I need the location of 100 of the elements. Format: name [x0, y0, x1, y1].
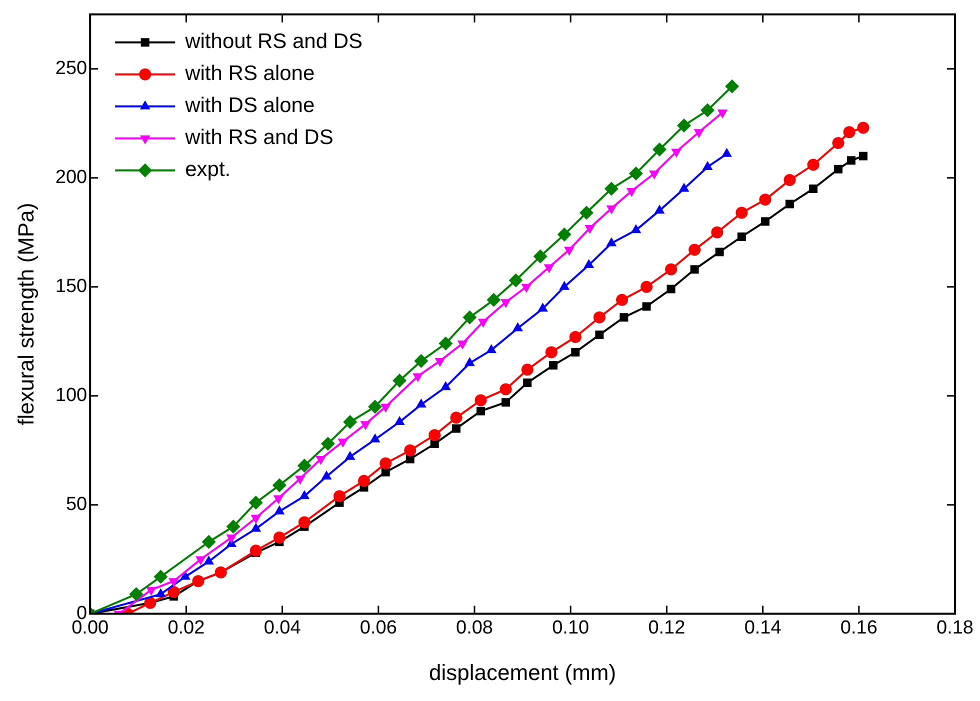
point [595, 330, 604, 340]
point [129, 587, 144, 602]
point [715, 248, 724, 256]
point [202, 534, 216, 549]
point [299, 490, 310, 500]
point [666, 284, 676, 294]
point [671, 148, 682, 158]
point [370, 433, 380, 442]
point [154, 570, 168, 584]
point [544, 264, 554, 274]
x-axis-title: displacement (mm) [429, 660, 616, 685]
x-tick-label: 0.02 [168, 617, 205, 638]
point [725, 79, 740, 94]
point [462, 310, 477, 324]
point [760, 217, 770, 226]
x-tick-label: 0.08 [456, 617, 493, 638]
point [380, 457, 392, 470]
point [569, 330, 582, 343]
point [759, 194, 772, 206]
point [521, 364, 534, 376]
point [557, 228, 572, 242]
point [665, 263, 678, 276]
point [640, 280, 653, 293]
point [368, 400, 382, 414]
point [320, 436, 335, 451]
point [226, 520, 240, 534]
point [737, 232, 746, 241]
point [606, 205, 617, 214]
point [168, 586, 180, 598]
point [579, 206, 594, 220]
point [414, 354, 428, 368]
point [464, 357, 475, 366]
point [248, 496, 263, 510]
point [616, 294, 628, 306]
point [711, 226, 724, 238]
point [642, 302, 651, 311]
point [343, 414, 358, 429]
y-tick-label: 200 [55, 167, 88, 188]
point [593, 311, 606, 324]
point [652, 142, 666, 157]
point [272, 478, 286, 492]
point [392, 374, 407, 388]
y-axis-title: flexural strength (MPa) [13, 202, 38, 426]
point [564, 246, 574, 256]
point [538, 302, 548, 312]
point [321, 470, 332, 480]
y-tick-label: 50 [66, 494, 88, 516]
x-tick-label: 0.16 [840, 617, 878, 638]
point [620, 313, 628, 322]
point [156, 588, 166, 598]
point [784, 174, 796, 186]
point [843, 126, 856, 138]
point [584, 259, 594, 268]
point [508, 273, 523, 288]
point [438, 336, 453, 351]
legend-label: with RS and DS [184, 126, 334, 150]
point [690, 265, 699, 274]
point [486, 344, 497, 354]
point [344, 450, 356, 460]
point [834, 164, 842, 174]
x-tick-label: 0.14 [744, 617, 782, 638]
point [654, 204, 665, 214]
y-tick-label: 100 [55, 385, 88, 406]
legend-label: expt. [185, 158, 231, 182]
point [846, 156, 856, 165]
point [274, 505, 285, 514]
point [736, 206, 748, 219]
point [604, 182, 618, 196]
point [440, 381, 451, 390]
point [476, 406, 485, 416]
point [358, 474, 370, 487]
point [694, 129, 704, 138]
point [298, 516, 310, 528]
point [832, 137, 844, 149]
point [250, 544, 262, 557]
legend-label: without RS and DS [184, 30, 363, 54]
point [474, 394, 487, 406]
point [500, 383, 512, 396]
point [533, 249, 548, 264]
point [486, 292, 501, 307]
x-tick-label: 0.12 [648, 617, 686, 638]
point [717, 109, 728, 118]
point [807, 158, 820, 171]
point [204, 555, 214, 564]
point [809, 184, 818, 194]
legend-label: with RS alone [184, 62, 315, 86]
point [549, 361, 558, 370]
point [501, 398, 510, 407]
point [785, 200, 794, 208]
y-tick-label: 150 [55, 276, 88, 298]
point [512, 322, 523, 332]
point [297, 458, 312, 473]
point [628, 166, 643, 181]
point [406, 454, 414, 464]
point [333, 490, 346, 502]
point [858, 152, 868, 160]
point [434, 358, 446, 367]
point [688, 244, 701, 256]
point [857, 122, 870, 134]
point [521, 284, 532, 293]
